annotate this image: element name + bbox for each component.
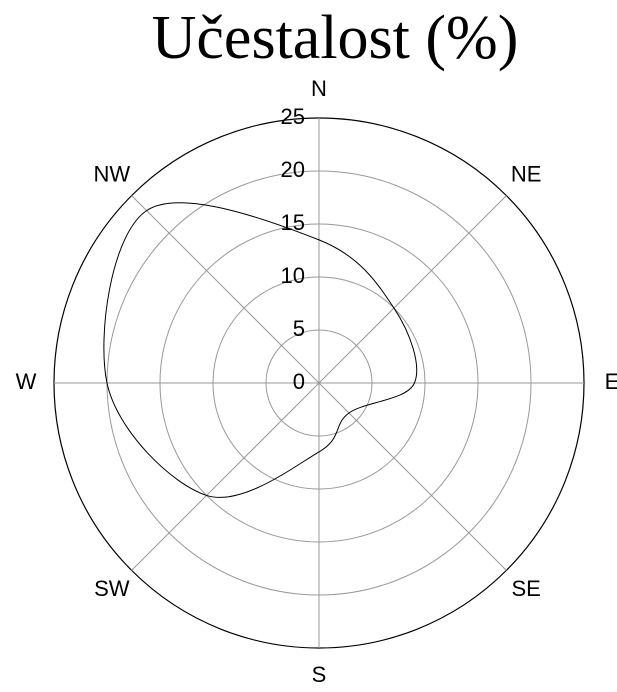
- spoke: [131, 382, 320, 571]
- direction-label: E: [605, 369, 617, 394]
- r-tick-label: 5: [293, 316, 305, 341]
- direction-label: N: [311, 76, 327, 101]
- direction-label: SE: [512, 576, 541, 601]
- spoke: [318, 382, 507, 571]
- spoke: [131, 195, 320, 384]
- direction-label: NE: [511, 162, 542, 187]
- direction-label: W: [16, 369, 37, 394]
- chart-title: Učestalost (%): [152, 4, 519, 72]
- direction-label: S: [312, 662, 327, 687]
- r-tick-label: 25: [281, 104, 305, 129]
- spoke: [318, 195, 507, 384]
- frequency-line: [103, 202, 418, 498]
- r-tick-label: 0: [293, 369, 305, 394]
- r-tick-label: 10: [281, 263, 305, 288]
- r-tick-label: 20: [281, 157, 305, 182]
- direction-label: SW: [94, 576, 130, 601]
- r-tick-label: 15: [281, 210, 305, 235]
- direction-label: NW: [93, 162, 130, 187]
